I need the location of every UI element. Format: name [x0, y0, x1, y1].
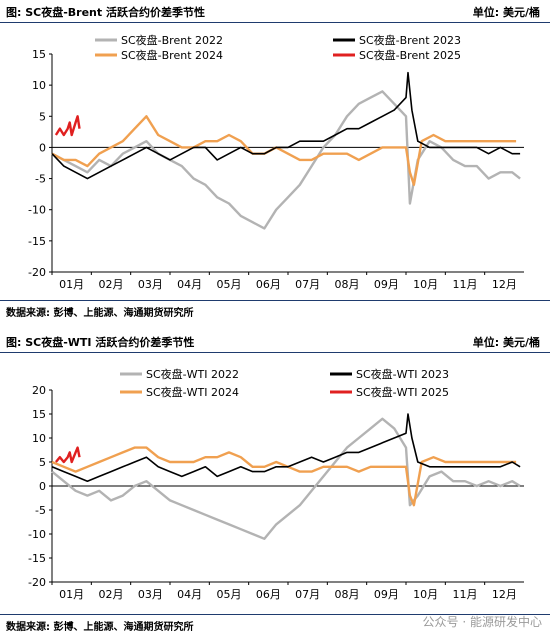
legend-label: SC夜盘-Brent 2023	[359, 33, 461, 47]
y-tick-label: 0	[39, 141, 46, 154]
x-tick-label: 09月	[374, 278, 399, 291]
x-tick-label: 11月	[453, 588, 478, 601]
x-tick-label: 08月	[335, 588, 360, 601]
chart-panel-wti: 图: SC夜盘-WTI 活跃合约价差季节性 单位: 美元/桶 -20 -15 -10…	[0, 330, 550, 636]
x-tick-label: 04月	[177, 588, 202, 601]
series-line-1	[51, 413, 521, 482]
x-tick-label: 09月	[374, 588, 399, 601]
series-line-3	[54, 115, 81, 137]
series-line-2	[51, 446, 517, 507]
brent-spread-chart: -20 -15 -10 -5 0 5 10 15 01月 02月 03月 04月 05月 06月 07月 08…	[28, 33, 524, 291]
x-tick-label: 10月	[413, 278, 438, 291]
data-source: 数据来源: 彭博、上能源、海通期货研究所	[6, 622, 194, 633]
x-tick-label: 02月	[99, 278, 124, 291]
x-tick-label: 07月	[295, 278, 320, 291]
y-tick-label: -5	[35, 504, 46, 517]
x-tick-label: 08月	[335, 278, 360, 291]
y-tick-label: -10	[28, 528, 46, 541]
y-tick-label: -20	[28, 576, 46, 589]
x-tick-label: 03月	[138, 278, 163, 291]
y-tick-label: 5	[39, 456, 46, 469]
x-tick-label: 03月	[138, 588, 163, 601]
y-tick-label: 15	[32, 408, 46, 421]
x-tick-label: 10月	[413, 588, 438, 601]
x-tick-label: 06月	[256, 278, 281, 291]
y-tick-label: 10	[32, 432, 46, 445]
series-line-2	[51, 115, 517, 187]
series-line-3	[54, 446, 81, 464]
x-tick-label: 12月	[492, 278, 517, 291]
legend-label: SC夜盘-WTI 2024	[146, 385, 239, 399]
chart-panel-brent: 图: SC夜盘-Brent 活跃合约价差季节性 单位: 美元/桶 -20 -15-…	[0, 0, 550, 319]
x-tick-label: 02月	[99, 588, 124, 601]
legend-label: SC夜盘-Brent 2025	[359, 48, 461, 62]
x-tick-label: 01月	[59, 588, 84, 601]
data-source: 数据来源: 彭博、上能源、海通期货研究所	[6, 308, 194, 319]
y-tick-label: 5	[39, 110, 46, 123]
legend-label: SC夜盘-WTI 2022	[146, 367, 239, 381]
series-line-0	[51, 417, 521, 541]
y-tick-label: -15	[28, 235, 46, 248]
wti-spread-chart: -20 -15 -10 -5 0 5 10 15 20 01月 02月 03月 04月 05月 06月 07月…	[28, 367, 524, 601]
y-tick-label: -10	[28, 204, 46, 217]
chart-unit: 单位: 美元/桶	[472, 336, 540, 349]
y-tick-label: -20	[28, 266, 46, 279]
chart-title: 图: SC夜盘-Brent 活跃合约价差季节性	[6, 6, 205, 19]
chart-header: 图: SC夜盘-Brent 活跃合约价差季节性 单位: 美元/桶	[0, 0, 550, 23]
series-line-1	[51, 71, 521, 180]
y-tick-label: 15	[32, 48, 46, 61]
chart-unit: 单位: 美元/桶	[472, 6, 540, 19]
x-tick-label: 12月	[492, 588, 517, 601]
x-tick-label: 05月	[217, 588, 242, 601]
y-tick-label: -5	[35, 173, 46, 186]
legend-label: SC夜盘-WTI 2023	[356, 367, 449, 381]
legend-label: SC夜盘-Brent 2024	[121, 48, 223, 62]
y-tick-label: 20	[32, 384, 46, 397]
x-tick-label: 07月	[295, 588, 320, 601]
legend-label: SC夜盘-WTI 2025	[356, 385, 449, 399]
chart-title: 图: SC夜盘-WTI 活跃合约价差季节性	[6, 336, 195, 349]
watermark: 公众号 · 能源研发中心	[422, 615, 542, 629]
y-tick-label: -15	[28, 552, 46, 565]
x-tick-label: 06月	[256, 588, 281, 601]
chart-header: 图: SC夜盘-WTI 活跃合约价差季节性 单位: 美元/桶	[0, 330, 550, 353]
x-tick-label: 04月	[177, 278, 202, 291]
legend-label: SC夜盘-Brent 2022	[121, 33, 223, 47]
x-tick-label: 11月	[453, 278, 478, 291]
x-tick-label: 01月	[59, 278, 84, 291]
x-tick-label: 05月	[217, 278, 242, 291]
series-line-0	[51, 90, 521, 230]
y-tick-label: 0	[39, 480, 46, 493]
y-tick-label: 10	[32, 79, 46, 92]
